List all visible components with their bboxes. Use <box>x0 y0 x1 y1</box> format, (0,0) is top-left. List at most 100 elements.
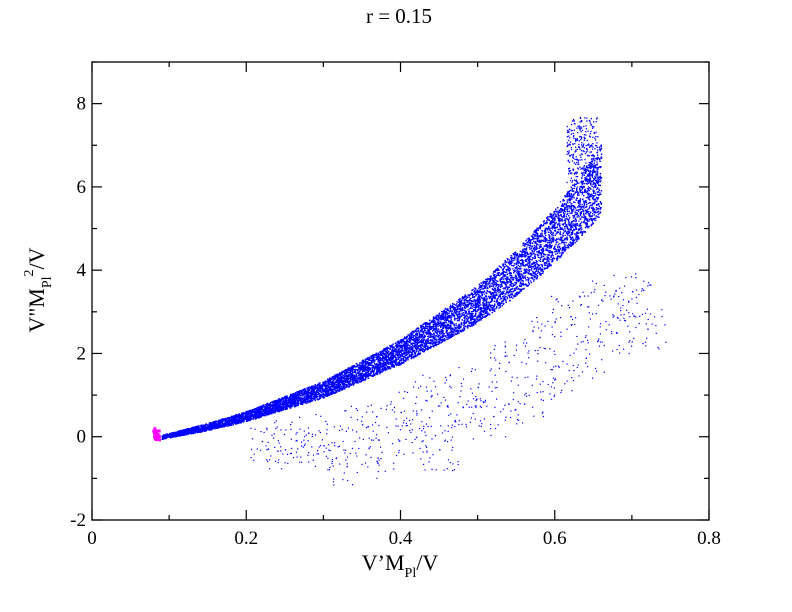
data-point <box>470 307 472 309</box>
data-point <box>550 222 552 224</box>
data-point <box>383 348 385 350</box>
data-point <box>407 334 409 336</box>
data-point <box>596 193 599 196</box>
data-point <box>516 267 518 269</box>
data-point <box>187 431 189 433</box>
data-point <box>507 278 509 280</box>
data-point <box>303 390 306 392</box>
data-point <box>535 262 537 264</box>
data-point <box>210 427 213 429</box>
data-point <box>548 244 550 247</box>
data-point <box>353 368 355 370</box>
data-point <box>489 307 491 310</box>
data-point <box>473 299 475 302</box>
data-point <box>569 189 572 191</box>
data-point <box>420 337 422 339</box>
data-point <box>483 306 485 308</box>
data-point <box>563 216 565 218</box>
data-point <box>574 201 576 204</box>
data-point <box>576 223 579 225</box>
data-point <box>571 204 573 207</box>
data-point <box>537 256 539 258</box>
data-point <box>538 254 540 256</box>
data-point <box>502 278 505 280</box>
data-point <box>562 229 564 231</box>
data-point <box>598 177 600 180</box>
data-point <box>510 255 512 257</box>
data-point <box>559 201 562 203</box>
data-point <box>377 361 379 363</box>
data-point <box>531 242 533 244</box>
data-point <box>578 182 580 184</box>
data-point <box>495 305 498 308</box>
data-point <box>354 365 356 367</box>
data-point <box>434 341 436 343</box>
data-point <box>597 214 599 216</box>
data-point <box>529 248 531 250</box>
data-point <box>533 271 535 273</box>
data-point <box>287 401 289 403</box>
data-point <box>571 224 573 226</box>
data-point <box>555 233 557 235</box>
data-point <box>230 419 232 421</box>
data-point <box>413 331 415 334</box>
data-point <box>473 306 475 308</box>
data-point <box>579 212 581 214</box>
data-point <box>511 257 513 259</box>
data-point <box>373 361 375 363</box>
data-point <box>566 237 568 239</box>
data-point <box>570 242 572 244</box>
data-point <box>429 339 431 342</box>
data-point <box>479 319 481 321</box>
data-point <box>458 305 460 307</box>
data-points <box>152 117 667 486</box>
data-point <box>317 383 319 385</box>
data-point <box>545 223 547 225</box>
data-point <box>551 241 553 243</box>
data-point <box>472 321 474 323</box>
data-point <box>572 195 574 197</box>
data-point <box>317 393 319 396</box>
data-point <box>389 359 392 361</box>
data-point <box>580 225 582 227</box>
data-point <box>541 249 543 251</box>
data-point <box>503 302 505 305</box>
data-point <box>501 281 503 283</box>
data-point <box>305 399 307 401</box>
data-point <box>320 389 322 391</box>
data-point <box>566 205 568 207</box>
data-point <box>347 372 350 374</box>
data-point <box>450 322 452 324</box>
data-point <box>484 286 487 288</box>
data-point <box>431 340 433 343</box>
data-point <box>564 221 566 224</box>
data-point <box>263 413 265 416</box>
data-point <box>562 234 564 236</box>
data-point <box>485 296 488 298</box>
data-point <box>273 407 275 409</box>
data-point <box>450 336 452 338</box>
data-point <box>315 385 317 387</box>
data-point <box>449 304 452 306</box>
data-point <box>462 306 464 309</box>
data-point <box>555 243 557 246</box>
data-point <box>391 353 393 355</box>
data-point <box>511 293 513 295</box>
data-point <box>507 277 509 280</box>
data-point <box>595 219 597 222</box>
data-point <box>593 162 595 164</box>
data-point <box>485 300 487 302</box>
data-point <box>309 399 311 401</box>
data-point <box>533 257 536 259</box>
data-point <box>521 262 523 264</box>
data-point <box>578 206 580 208</box>
data-point <box>454 334 456 336</box>
data-point <box>558 222 560 224</box>
data-point <box>343 372 346 374</box>
data-point <box>528 253 530 255</box>
data-point <box>551 228 554 230</box>
data-point <box>415 335 417 337</box>
data-point <box>460 307 462 309</box>
data-point <box>314 393 316 395</box>
data-point <box>456 302 458 305</box>
